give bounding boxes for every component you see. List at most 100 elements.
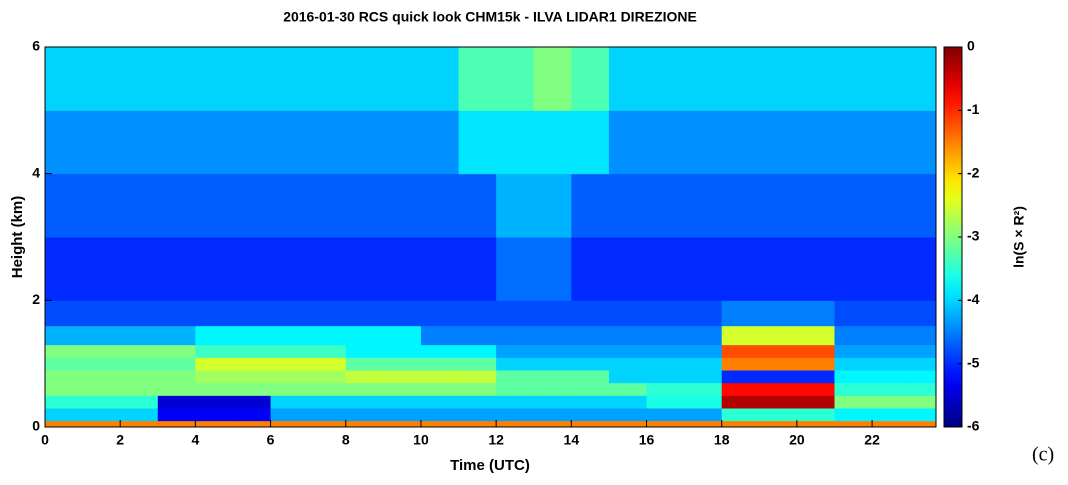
heatmap-cell	[157, 47, 196, 111]
heatmap-cell	[909, 173, 937, 238]
heatmap-cell	[608, 382, 648, 396]
heatmap-cell	[721, 325, 760, 346]
heatmap-cell	[82, 420, 121, 428]
heatmap-cell	[270, 370, 309, 384]
heatmap-cell	[684, 110, 723, 175]
heatmap-cell	[458, 110, 497, 175]
heatmap-cell	[909, 395, 937, 409]
heatmap-cell	[759, 382, 798, 396]
y-tick-label: 6	[32, 38, 40, 54]
heatmap-cell	[383, 237, 422, 301]
heatmap-cell	[571, 420, 610, 428]
heatmap-cell	[646, 300, 685, 327]
heatmap-cell	[270, 357, 309, 371]
heatmap-cell	[533, 408, 572, 422]
heatmap-cell	[345, 344, 384, 358]
heatmap-cell	[420, 110, 460, 175]
heatmap-cell	[157, 325, 196, 346]
heatmap-cell	[759, 395, 798, 409]
heatmap-cell	[684, 370, 723, 384]
x-tick-label: 10	[413, 432, 429, 448]
heatmap-cell	[796, 325, 835, 346]
heatmap-cell	[45, 344, 84, 358]
y-tick-label: 4	[32, 164, 40, 180]
heatmap-cell	[608, 47, 648, 111]
heatmap-cell	[308, 237, 347, 301]
heatmap-cell	[533, 325, 572, 346]
heatmap-cell	[308, 357, 347, 371]
heatmap-cell	[721, 370, 760, 384]
y-tick-label: 2	[32, 291, 40, 307]
heatmap-cell	[308, 408, 347, 422]
heatmap-cell	[608, 420, 648, 428]
heatmap-cell	[232, 408, 272, 422]
heatmap-cell	[909, 382, 937, 396]
heatmap-cell	[270, 325, 309, 346]
heatmap-cell	[157, 382, 196, 396]
heatmap-cell	[496, 395, 535, 409]
heatmap-cell	[45, 110, 84, 175]
heatmap-cell	[834, 420, 873, 428]
heatmap-cell	[45, 237, 84, 301]
heatmap-cell	[533, 173, 572, 238]
heatmap-cell	[759, 300, 798, 327]
heatmap-cell	[82, 237, 121, 301]
colorbar-tick-label: -6	[967, 418, 980, 434]
heatmap-cell	[496, 344, 535, 358]
heatmap-cell	[420, 237, 460, 301]
heatmap-cell	[420, 408, 460, 422]
heatmap-cell	[872, 344, 911, 358]
heatmap-cell	[383, 382, 422, 396]
heatmap-cell	[308, 370, 347, 384]
heatmap-cell	[120, 408, 159, 422]
x-tick-label: 12	[488, 432, 504, 448]
heatmap-cell	[195, 47, 234, 111]
heatmap-cell	[872, 173, 911, 238]
heatmap-cell	[383, 47, 422, 111]
heatmap-cell	[684, 300, 723, 327]
heatmap-cell	[646, 237, 685, 301]
heatmap-cell	[571, 370, 610, 384]
heatmap-cell	[82, 300, 121, 327]
heatmap-cell	[345, 370, 384, 384]
heatmap-cell	[909, 110, 937, 175]
heatmap-cell	[646, 325, 685, 346]
x-axis-label: Time (UTC)	[450, 457, 530, 474]
heatmap-cell	[157, 110, 196, 175]
heatmap-cell	[496, 300, 535, 327]
heatmap-cell	[571, 173, 610, 238]
heatmap-cell	[157, 344, 196, 358]
heatmap-cell	[909, 237, 937, 301]
heatmap-cell	[796, 47, 835, 111]
heatmap-cell	[420, 420, 460, 428]
heatmap-cell	[345, 173, 384, 238]
heatmap-cell	[120, 173, 159, 238]
heatmap-cell	[232, 237, 272, 301]
heatmap-cell	[608, 300, 648, 327]
heatmap-cell	[872, 237, 911, 301]
x-tick-label: 6	[267, 432, 275, 448]
heatmap-cell	[496, 173, 535, 238]
heatmap-cell	[308, 300, 347, 327]
heatmap-cell	[909, 370, 937, 384]
heatmap-cell	[759, 110, 798, 175]
heatmap-cell	[834, 370, 873, 384]
heatmap-cell	[120, 382, 159, 396]
heatmap-cell	[872, 300, 911, 327]
heatmap-cell	[721, 237, 760, 301]
heatmap-cell	[82, 110, 121, 175]
heatmap-cell	[496, 237, 535, 301]
heatmap-cell	[571, 325, 610, 346]
heatmap-cell	[308, 47, 347, 111]
heatmap-cell	[458, 408, 497, 422]
heatmap-cell	[420, 325, 460, 346]
heatmap-cell	[82, 382, 121, 396]
heatmap-cell	[834, 300, 873, 327]
heatmap-cell	[120, 370, 159, 384]
heatmap-cell	[646, 173, 685, 238]
heatmap-cell	[909, 325, 937, 346]
heatmap-cell	[458, 47, 497, 111]
heatmap-cell	[571, 300, 610, 327]
heatmap-cell	[796, 300, 835, 327]
heatmap-cell	[232, 173, 272, 238]
